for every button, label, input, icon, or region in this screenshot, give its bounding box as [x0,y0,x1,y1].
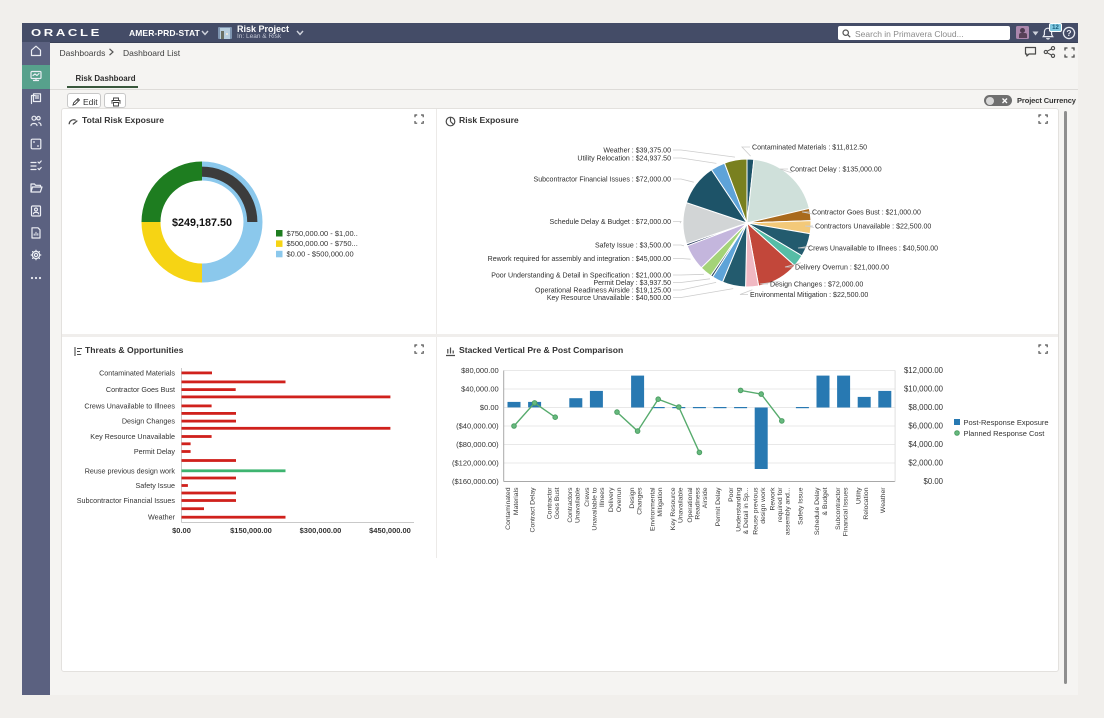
svg-text:ORACLE: ORACLE [31,26,102,38]
svg-text:?: ? [1066,28,1071,38]
